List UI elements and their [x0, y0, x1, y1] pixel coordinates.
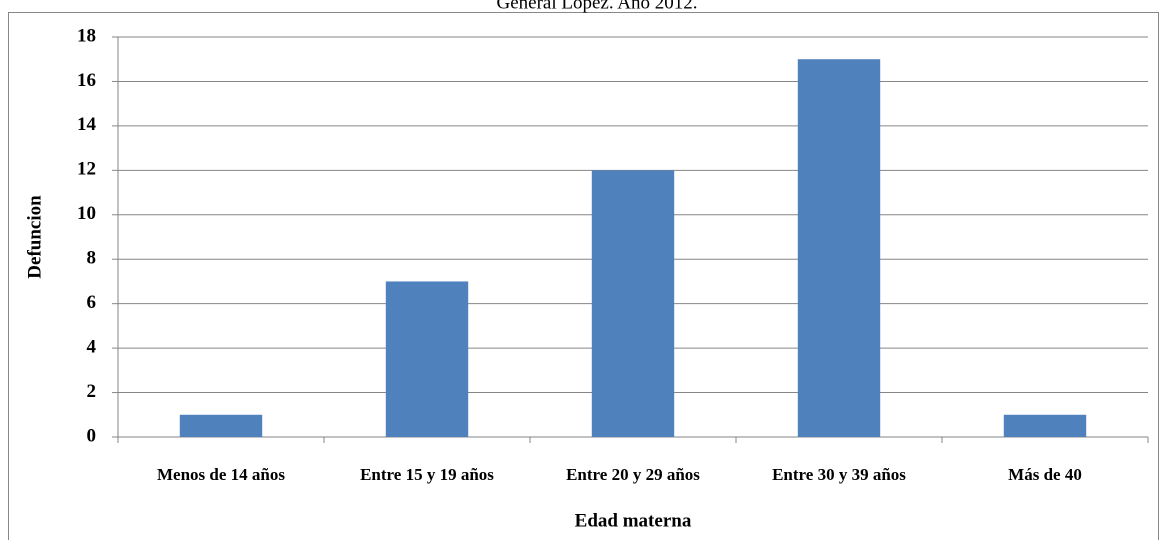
y-axis-title: Defuncion: [24, 195, 45, 279]
y-tick-label: 4: [87, 336, 97, 357]
chart-title: General López. Año 2012.: [496, 0, 697, 13]
y-tick-label: 18: [77, 25, 96, 46]
bar: [179, 414, 263, 437]
x-tick-label: Entre 20 y 29 años: [566, 465, 700, 484]
bar: [385, 281, 469, 437]
bar: [797, 59, 881, 437]
bar: [591, 170, 675, 438]
y-tick-label: 6: [87, 292, 97, 313]
y-tick-label: 2: [87, 381, 97, 402]
bar: [1003, 414, 1087, 437]
y-tick-label: 10: [77, 203, 96, 224]
x-tick-label: Entre 30 y 39 años: [772, 465, 906, 484]
x-tick-label: Menos de 14 años: [157, 465, 285, 484]
x-tick-label: Más de 40: [1008, 465, 1082, 484]
chart-border: [8, 12, 1159, 540]
y-tick-label: 16: [77, 70, 96, 91]
title-background: [400, 0, 800, 12]
y-tick-label: 8: [87, 248, 97, 269]
y-tick-label: 12: [77, 159, 96, 180]
x-tick-label: Entre 15 y 19 años: [360, 465, 494, 484]
y-tick-label: 14: [77, 114, 97, 135]
y-tick-label: 0: [87, 425, 97, 446]
x-axis-title: Edad materna: [575, 510, 692, 531]
